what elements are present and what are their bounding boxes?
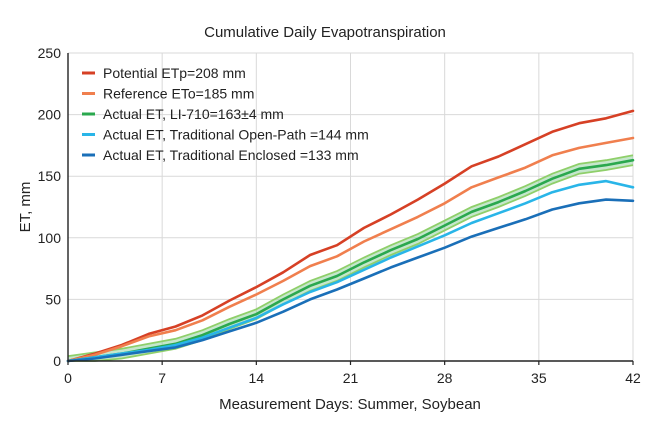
x-tick-label: 14 [249, 370, 265, 386]
series-line-1 [66, 109, 635, 363]
y-tick-label: 200 [38, 107, 62, 123]
x-axis-label: Measurement Days: Summer, Soybean [219, 396, 481, 413]
y-tick-label: 250 [38, 45, 62, 61]
tick-labels: 0 50 100 150 200 250 0 7 14 21 28 35 42 [38, 45, 641, 386]
y-tick-label: 50 [45, 291, 61, 307]
series-band-edge-upper [67, 154, 634, 357]
legend-label: Actual ET, Traditional Open-Path =144 mm [103, 127, 369, 143]
y-tick-label: 100 [38, 230, 62, 246]
series-line-4 [66, 179, 635, 363]
x-tick-label: 35 [531, 370, 547, 386]
series-band-edge-lower [68, 164, 634, 362]
x-tick-label: 21 [343, 370, 359, 386]
legend-label: Potential ETp=208 mm [103, 65, 246, 81]
y-axis-label: ET, mm [17, 182, 34, 233]
chart-title: Cumulative Daily Evapotranspiration [204, 24, 446, 41]
legend-label: Actual ET, Traditional Enclosed =133 mm [103, 147, 359, 163]
series-line-5 [66, 198, 635, 363]
x-tick-label: 28 [437, 370, 453, 386]
series-layer [66, 109, 635, 363]
y-tick-label: 0 [53, 353, 61, 369]
grid [68, 52, 634, 361]
series-band-3 [68, 155, 633, 361]
x-tick-label: 0 [64, 370, 72, 386]
x-tick-label: 7 [158, 370, 166, 386]
band-layer [67, 154, 634, 362]
legend-label: Reference ETo=185 mm [103, 86, 254, 102]
series-line-2 [66, 136, 635, 363]
legend: Potential ETp=208 mm Reference ETo=185 mm… [82, 65, 369, 163]
legend-label: Actual ET, LI-710=163±4 mm [103, 106, 284, 122]
y-tick-label: 150 [38, 168, 62, 184]
x-tick-label: 42 [625, 370, 641, 386]
